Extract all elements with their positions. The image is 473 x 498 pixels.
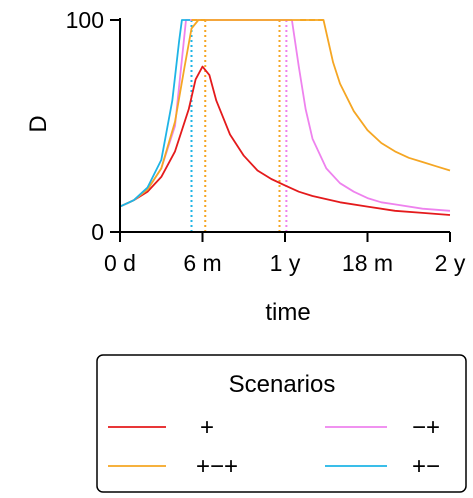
series-line-0 <box>119 65 451 216</box>
x-tick-label-2: 1 y <box>270 250 301 276</box>
legend-label-2: +−+ <box>196 453 238 480</box>
x-tick-label-4: 2 y <box>435 250 466 276</box>
x-axis-label: time <box>265 299 310 326</box>
plot-area <box>119 19 451 232</box>
legend-label-0: + <box>200 414 214 441</box>
y-tick-label-0: 0 <box>91 219 104 245</box>
legend-title: Scenarios <box>229 371 336 398</box>
y-axis-label: D <box>25 115 52 132</box>
legend-box <box>96 354 467 493</box>
series-line-2 <box>119 19 451 208</box>
x-tick-label-3: 18 m <box>342 250 393 276</box>
axes: time D 0 d 6 m 1 y 18 m 2 y 0 100 <box>25 7 466 326</box>
x-tick-label-0: 0 d <box>104 250 136 276</box>
y-tick-label-1: 100 <box>66 7 104 33</box>
series-line-3 <box>119 19 191 208</box>
x-tick-label-1: 6 m <box>183 250 221 276</box>
legend: Scenarios + −++−+ +− <box>96 354 467 493</box>
legend-label-3: +− <box>412 453 440 480</box>
legend-label-1: −+ <box>412 414 440 441</box>
